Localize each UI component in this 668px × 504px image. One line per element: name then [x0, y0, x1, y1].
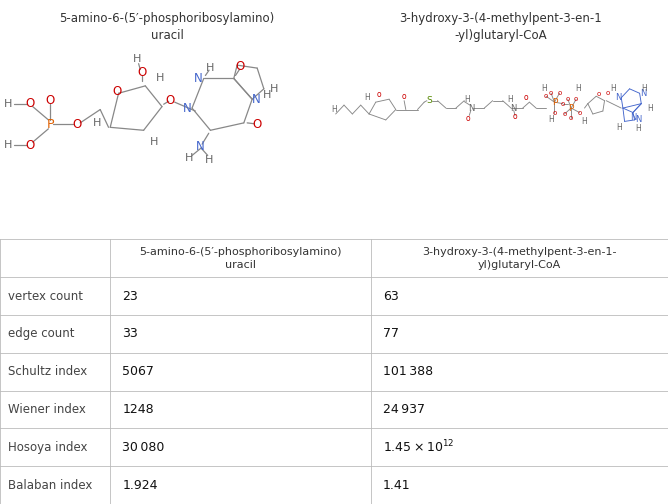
Text: o: o: [524, 93, 528, 102]
Text: o: o: [552, 109, 556, 115]
Text: o: o: [466, 114, 470, 123]
Text: o: o: [402, 92, 406, 101]
Text: N: N: [468, 104, 474, 112]
Text: o: o: [562, 111, 566, 117]
Text: o: o: [597, 91, 601, 97]
Text: N: N: [510, 104, 517, 112]
Text: H: H: [156, 74, 164, 84]
Text: O: O: [45, 94, 55, 107]
Text: o: o: [577, 109, 582, 115]
Text: P: P: [568, 104, 574, 112]
Text: N: N: [630, 113, 636, 122]
Text: H: H: [542, 84, 547, 93]
Text: H: H: [4, 99, 13, 109]
Text: 24 937: 24 937: [383, 403, 425, 416]
Text: H: H: [184, 153, 193, 163]
Text: o: o: [513, 112, 517, 121]
Text: H: H: [575, 84, 580, 93]
Text: o: o: [544, 93, 548, 99]
Text: S: S: [426, 96, 432, 105]
Text: H: H: [150, 137, 158, 147]
Text: H: H: [647, 104, 653, 112]
Text: 5067: 5067: [122, 365, 154, 378]
Text: Balaban index: Balaban index: [8, 479, 92, 491]
Text: H: H: [204, 155, 213, 165]
Text: O: O: [112, 85, 122, 98]
Text: 1.41: 1.41: [383, 479, 410, 491]
Text: P: P: [552, 98, 557, 107]
Text: o: o: [574, 96, 578, 102]
Text: Schultz index: Schultz index: [8, 365, 88, 378]
Text: 33: 33: [122, 328, 138, 340]
Text: o: o: [606, 90, 610, 96]
Text: H: H: [365, 93, 370, 102]
Text: N: N: [182, 102, 192, 114]
Text: vertex count: vertex count: [8, 290, 83, 302]
Text: H: H: [133, 54, 141, 64]
Text: H: H: [465, 95, 470, 104]
Text: o: o: [557, 90, 562, 96]
Text: H: H: [642, 84, 647, 93]
Text: H: H: [508, 95, 513, 104]
Text: H: H: [635, 124, 641, 133]
Text: 63: 63: [383, 290, 399, 302]
Text: 77: 77: [383, 328, 399, 340]
Text: O: O: [25, 139, 35, 152]
Text: H: H: [4, 140, 13, 150]
Text: H: H: [610, 84, 616, 93]
Text: O: O: [166, 94, 175, 107]
Text: H: H: [582, 117, 587, 126]
Text: N: N: [196, 140, 205, 153]
Text: Hosoya index: Hosoya index: [8, 441, 88, 454]
Text: P: P: [46, 118, 54, 131]
Text: 1248: 1248: [122, 403, 154, 416]
Text: N: N: [640, 89, 646, 98]
Text: H: H: [93, 118, 101, 128]
Text: 3-hydroxy-3-(4-methylpent-3-en-1-
yl)glutaryl-CoA: 3-hydroxy-3-(4-methylpent-3-en-1- yl)glu…: [422, 247, 617, 270]
Text: 1.924: 1.924: [122, 479, 158, 491]
Text: 30 080: 30 080: [122, 441, 164, 454]
Text: $1.45\times10^{12}$: $1.45\times10^{12}$: [383, 439, 454, 456]
Text: H: H: [617, 123, 623, 132]
Text: N: N: [252, 93, 261, 106]
Text: o: o: [569, 115, 573, 121]
Text: O: O: [72, 118, 81, 131]
Text: edge count: edge count: [8, 328, 75, 340]
Text: O: O: [138, 66, 146, 79]
Text: N: N: [194, 72, 203, 85]
Text: H: H: [270, 84, 278, 94]
Text: o: o: [560, 101, 565, 107]
Text: O: O: [253, 118, 262, 131]
Text: O: O: [25, 97, 35, 110]
Text: N: N: [635, 115, 641, 124]
Text: N: N: [615, 93, 621, 102]
Text: 5-amino-6-(5′-phosphoribosylamino)
uracil: 5-amino-6-(5′-phosphoribosylamino) uraci…: [59, 12, 275, 42]
Text: o: o: [566, 96, 570, 102]
Text: o: o: [377, 90, 381, 99]
Text: 101 388: 101 388: [383, 365, 433, 378]
Text: 3-hydroxy-3-(4-methylpent-3-en-1
-yl)glutaryl-CoA: 3-hydroxy-3-(4-methylpent-3-en-1 -yl)glu…: [399, 12, 603, 42]
Text: 23: 23: [122, 290, 138, 302]
Text: H: H: [331, 105, 337, 114]
Text: 5-amino-6-(5′-phosphoribosylamino)
uracil: 5-amino-6-(5′-phosphoribosylamino) uraci…: [139, 247, 342, 270]
Text: o: o: [549, 90, 553, 96]
Text: H: H: [548, 115, 554, 124]
Text: H: H: [263, 90, 271, 100]
Text: Wiener index: Wiener index: [8, 403, 86, 416]
Text: O: O: [236, 60, 245, 73]
Text: H: H: [206, 63, 214, 73]
